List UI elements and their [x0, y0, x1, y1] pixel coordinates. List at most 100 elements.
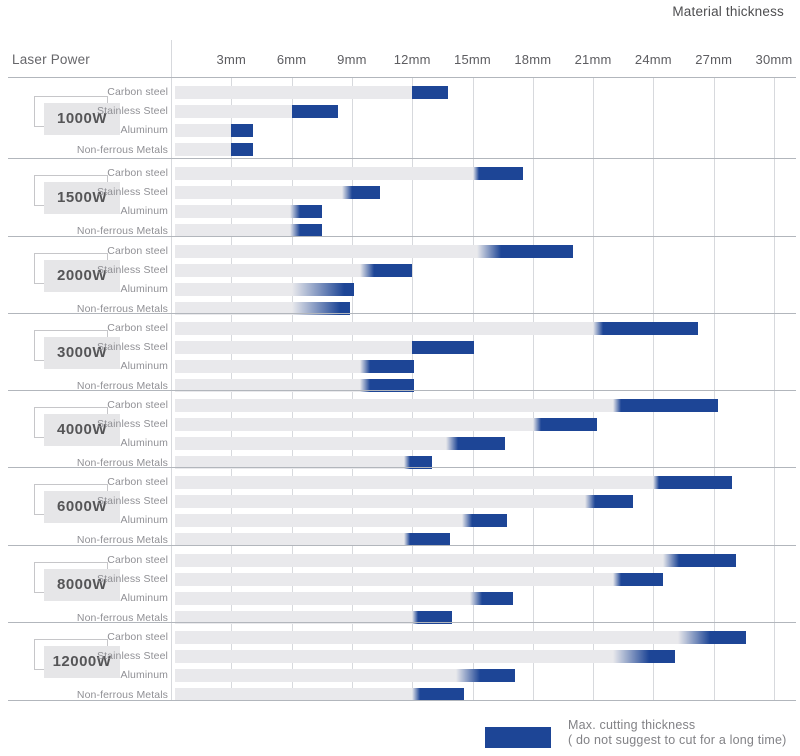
bar-track	[175, 513, 463, 527]
bar-track	[175, 436, 447, 450]
material-label: Non-ferrous Metals	[76, 379, 168, 392]
bar-max-segment	[677, 630, 746, 644]
axis-tick-label: 27mm	[695, 52, 733, 67]
bar-track	[175, 104, 292, 118]
material-label: Carbon steel	[107, 399, 168, 411]
group-separator-line	[8, 390, 796, 391]
material-label: Carbon steel	[107, 322, 168, 334]
material-label: Aluminum	[120, 669, 168, 682]
material-label: Stainless Steel	[97, 105, 168, 118]
legend-subtitle: ( do not suggest to cut for a long time)	[568, 733, 787, 747]
bar-track	[175, 224, 290, 238]
power-badge-label: 12000W	[52, 653, 112, 670]
axis-tick-label: 3mm	[216, 52, 247, 67]
bar-track	[175, 533, 405, 547]
material-label: Aluminum	[120, 437, 168, 450]
material-label: Aluminum	[120, 283, 168, 296]
bar-max-segment	[613, 398, 718, 412]
bar-track	[175, 475, 654, 489]
material-label: Carbon steel	[107, 167, 168, 179]
group-separator-line	[8, 77, 796, 78]
bar-max-segment	[359, 263, 413, 277]
bar-max-segment	[289, 224, 322, 238]
bar-max-segment	[663, 553, 736, 567]
material-label: Carbon steel	[107, 245, 168, 257]
material-label: Non-ferrous Metals	[76, 611, 168, 624]
material-label: Aluminum	[120, 592, 168, 605]
bar-track	[175, 611, 413, 625]
bar-track	[175, 591, 471, 605]
bar-max-segment	[291, 282, 354, 296]
axis-tick-label: 6mm	[276, 52, 307, 67]
group-separator-line	[8, 700, 796, 701]
material-label: Stainless Steel	[97, 495, 168, 508]
gridline-vertical	[473, 77, 474, 700]
axis-tick-label: 12mm	[393, 52, 431, 67]
material-label: Non-ferrous Metals	[76, 302, 168, 315]
material-label: Stainless Steel	[97, 341, 168, 354]
material-label: Carbon steel	[107, 86, 168, 98]
material-label: Aluminum	[120, 514, 168, 527]
bar-track	[175, 456, 405, 470]
gridline-vertical	[714, 77, 715, 700]
bar-max-segment	[470, 591, 513, 605]
bar-track	[175, 123, 232, 137]
bar-max-segment	[476, 244, 573, 258]
material-label: Non-ferrous Metals	[76, 533, 168, 546]
bar-max-segment	[412, 611, 453, 625]
bar-track	[175, 572, 614, 586]
bar-max-segment	[446, 436, 505, 450]
power-badge-label: 4000W	[56, 420, 108, 438]
bar-track	[175, 302, 292, 316]
bar-max-segment	[593, 321, 698, 335]
bar-max-segment	[359, 359, 415, 373]
power-badge-label: 1500W	[56, 189, 108, 206]
group-separator-line	[8, 236, 796, 237]
bar-max-segment	[462, 513, 507, 527]
axis-tick-label: 24mm	[634, 52, 672, 67]
bar-track	[175, 359, 360, 373]
material-label: Carbon steel	[107, 631, 168, 643]
bar-track	[175, 282, 292, 296]
power-badge: 1500W	[44, 182, 120, 214]
bar-track	[175, 263, 360, 277]
gridline-vertical	[593, 77, 594, 700]
material-label: Non-ferrous Metals	[76, 224, 168, 237]
material-label: Non-ferrous Metals	[76, 456, 168, 469]
bar-max-segment	[585, 494, 634, 508]
bar-max-segment	[412, 340, 475, 354]
power-badge-label: 6000W	[56, 498, 108, 515]
power-badge: 12000W	[44, 646, 120, 678]
material-label: Aluminum	[120, 360, 168, 373]
bar-track	[175, 166, 473, 180]
bar-max-segment	[231, 123, 254, 137]
bar-max-segment	[653, 475, 732, 489]
axis-tick-label: 21mm	[574, 52, 612, 67]
bar-track	[175, 398, 614, 412]
bar-track	[175, 649, 614, 663]
bar-max-segment	[412, 688, 465, 702]
gridline-vertical	[774, 77, 775, 700]
bar-track	[175, 204, 290, 218]
power-badge-label: 2000W	[56, 266, 108, 284]
power-badge: 4000W	[44, 413, 120, 446]
legend-title: Max. cutting thickness	[568, 718, 696, 732]
material-label: Aluminum	[120, 124, 168, 137]
material-label: Non-ferrous Metals	[76, 143, 168, 156]
material-label: Stainless Steel	[97, 186, 168, 199]
power-badge: 2000W	[44, 259, 120, 292]
bar-track	[175, 553, 664, 567]
material-label: Carbon steel	[107, 554, 168, 566]
power-badge-label: 8000W	[56, 575, 108, 593]
bar-track	[175, 143, 232, 157]
legend-swatch-max-thickness	[485, 727, 551, 748]
bar-track	[175, 630, 678, 644]
bar-track	[175, 340, 413, 354]
bar-track	[175, 668, 457, 682]
bar-max-segment	[404, 456, 433, 470]
bar-max-segment	[291, 302, 350, 316]
axis-tick-label: 30mm	[755, 52, 793, 67]
bar-max-segment	[359, 379, 415, 393]
bar-track	[175, 85, 413, 99]
